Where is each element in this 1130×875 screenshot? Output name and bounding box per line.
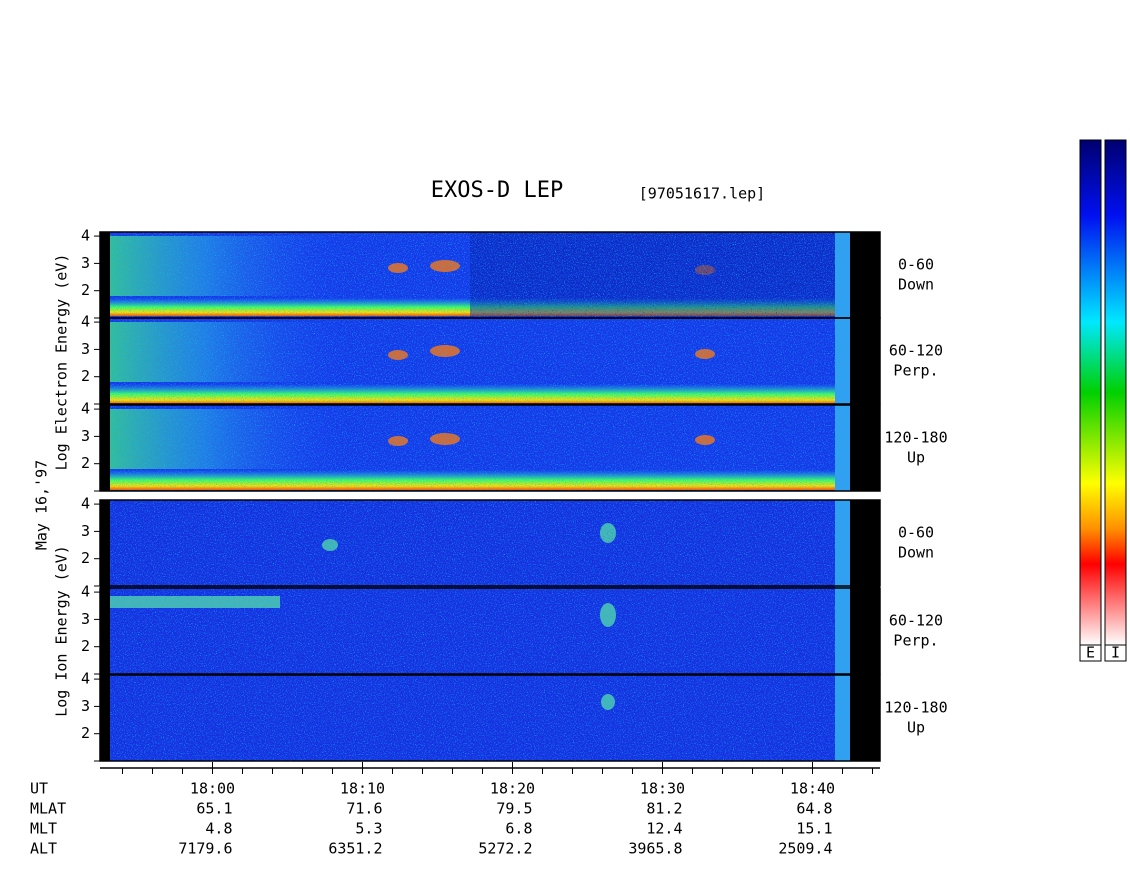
panel-label: 60-120 — [889, 612, 943, 630]
ephemeris-value: 15.1 — [796, 820, 832, 838]
x-tick-label: 18:40 — [790, 780, 835, 798]
y-tick-label: 2 — [81, 637, 90, 655]
ephemeris-value: 65.1 — [196, 800, 232, 818]
panel-label: Down — [898, 276, 934, 294]
y-tick-label: 3 — [81, 427, 90, 445]
chart-title: EXOS-D LEP — [431, 178, 563, 203]
panel-frame — [99, 587, 881, 675]
panel-frame — [99, 499, 881, 587]
y-tick-label: 4 — [81, 583, 90, 601]
x-tick-label: 18:20 — [490, 780, 535, 798]
panel-label: Up — [907, 449, 925, 467]
y-tick-label: 3 — [81, 522, 90, 540]
panel-label: Perp. — [893, 362, 938, 380]
ephemeris-value: 6.8 — [505, 820, 532, 838]
x-tick-label: 18:00 — [190, 780, 235, 798]
panel-label: 0-60 — [898, 256, 934, 274]
panel-frame — [99, 674, 881, 762]
ephemeris-value: 12.4 — [646, 820, 682, 838]
panel-label: Perp. — [893, 632, 938, 650]
y-tick-label: 4 — [81, 495, 90, 513]
y-tick-label: 2 — [81, 549, 90, 567]
y-tick-label: 4 — [81, 313, 90, 331]
panel-label: 0-60 — [898, 524, 934, 542]
x-tick-label: 18:30 — [640, 780, 685, 798]
x-tick-label: 18:10 — [340, 780, 385, 798]
ephemeris-value: 7179.6 — [178, 840, 232, 858]
ephemeris-value: 64.8 — [796, 800, 832, 818]
panel-label: 120-180 — [884, 429, 947, 447]
y-axis-label: Log Ion Energy (eV) — [53, 545, 71, 717]
file-name: [97051617.lep] — [639, 185, 765, 203]
colorbar-label: E — [1086, 644, 1095, 662]
date-label: May 16,'97 — [33, 460, 51, 550]
ephemeris-value: 5272.2 — [478, 840, 532, 858]
panel-frame — [99, 404, 881, 492]
ephemeris-value: 71.6 — [346, 800, 382, 818]
panel-frame — [99, 317, 881, 405]
panel-label: 120-180 — [884, 699, 947, 717]
ephemeris-value: 5.3 — [355, 820, 382, 838]
y-tick-label: 3 — [81, 697, 90, 715]
ephemeris-value: 81.2 — [646, 800, 682, 818]
panel-label: 60-120 — [889, 342, 943, 360]
y-tick-label: 2 — [81, 281, 90, 299]
ephemeris-value: 2509.4 — [778, 840, 832, 858]
y-tick-label: 2 — [81, 724, 90, 742]
ephemeris-name: MLAT — [30, 800, 66, 818]
y-tick-label: 2 — [81, 367, 90, 385]
colorbar — [1079, 139, 1127, 662]
y-tick-label: 3 — [81, 254, 90, 272]
panel-label: Up — [907, 719, 925, 737]
y-tick-label: 3 — [81, 610, 90, 628]
ephemeris-value: 3965.8 — [628, 840, 682, 858]
y-tick-label: 3 — [81, 340, 90, 358]
ephemeris-value: 4.8 — [205, 820, 232, 838]
y-tick-label: 2 — [81, 454, 90, 472]
colorbar-label: I — [1111, 644, 1120, 662]
ephemeris-value: 6351.2 — [328, 840, 382, 858]
y-tick-label: 4 — [81, 227, 90, 245]
panel-label: Down — [898, 544, 934, 562]
spectrogram-image — [100, 232, 880, 761]
ephemeris-name: ALT — [30, 840, 57, 858]
x-axis-label: UT — [30, 780, 48, 798]
y-axis-label: Log Electron Energy (eV) — [53, 254, 71, 471]
y-tick-label: 4 — [81, 670, 90, 688]
ephemeris-name: MLT — [30, 820, 57, 838]
ephemeris-value: 79.5 — [496, 800, 532, 818]
y-tick-label: 4 — [81, 400, 90, 418]
